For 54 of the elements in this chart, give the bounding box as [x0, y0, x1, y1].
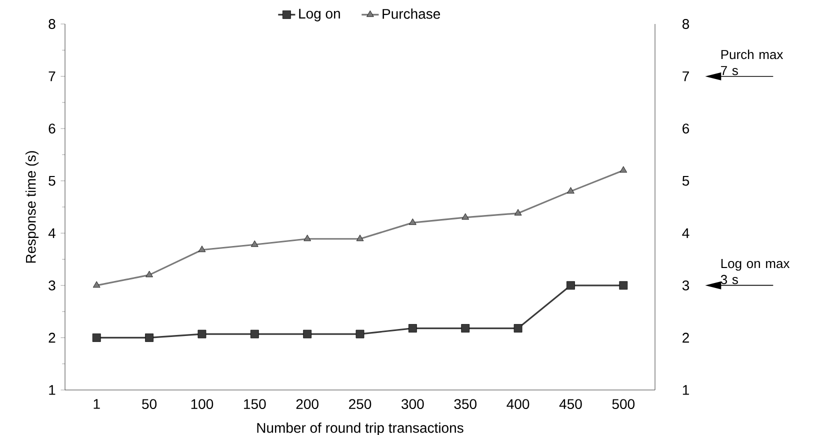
- y2-tick-label: 4: [682, 228, 690, 238]
- y-tick-label: 8: [48, 19, 56, 29]
- point: [92, 334, 101, 342]
- x-tick-label: 300: [402, 399, 424, 410]
- y2-tick-label: 3: [682, 280, 690, 290]
- point: [514, 324, 522, 332]
- point: [92, 281, 100, 288]
- y2-tick-label: 8: [682, 19, 690, 29]
- point: [409, 218, 416, 225]
- y-tick-label: 3: [48, 280, 56, 290]
- x-tick-label: 450: [559, 399, 582, 410]
- legend-label: Purchase: [382, 8, 440, 19]
- point: [619, 281, 628, 290]
- x-tick-label: 500: [612, 399, 635, 410]
- point: [566, 281, 575, 290]
- point: [198, 246, 206, 252]
- point: [145, 334, 154, 342]
- y2-tick-label: 6: [682, 124, 690, 134]
- legend-label: Log on: [299, 8, 340, 22]
- y-tick-label: 4: [48, 228, 56, 238]
- point: [304, 234, 311, 242]
- point: [408, 324, 417, 332]
- x-tick-label: 50: [142, 399, 157, 410]
- y2-tick-label: 1: [682, 385, 689, 395]
- point: [250, 240, 258, 247]
- y2-tick-label: 2: [682, 332, 689, 343]
- text: Log on max 3 s: [720, 259, 790, 284]
- y-tick-label: 6: [48, 124, 56, 134]
- point: [303, 330, 312, 338]
- y2-tick-label: 7: [682, 71, 689, 82]
- y-tick-label: 2: [48, 332, 56, 343]
- point: [250, 330, 259, 338]
- y2-tick-label: 5: [682, 176, 690, 186]
- y-tick-label: 5: [48, 176, 56, 186]
- point: [356, 234, 364, 242]
- point: [198, 330, 206, 338]
- y-tick-label: 7: [48, 71, 56, 82]
- y-tick-label: 1: [49, 385, 56, 395]
- x-tick-label: 350: [454, 399, 476, 410]
- text: Purch max 7 s: [721, 50, 784, 76]
- point: [146, 270, 153, 278]
- point: [620, 166, 628, 173]
- point: [461, 324, 470, 332]
- y-axis-title: Response time (s): [26, 151, 39, 263]
- x-tick-label: 200: [296, 399, 318, 410]
- x-tick-label: 100: [191, 399, 214, 410]
- x-tick-label: 1: [94, 399, 100, 409]
- x-tick-label: 250: [349, 399, 372, 410]
- point: [462, 213, 470, 220]
- point: [514, 209, 522, 216]
- point: [567, 187, 574, 194]
- x-tick-label: 400: [506, 399, 530, 410]
- x-tick-label: 150: [244, 399, 266, 410]
- point: [356, 330, 364, 338]
